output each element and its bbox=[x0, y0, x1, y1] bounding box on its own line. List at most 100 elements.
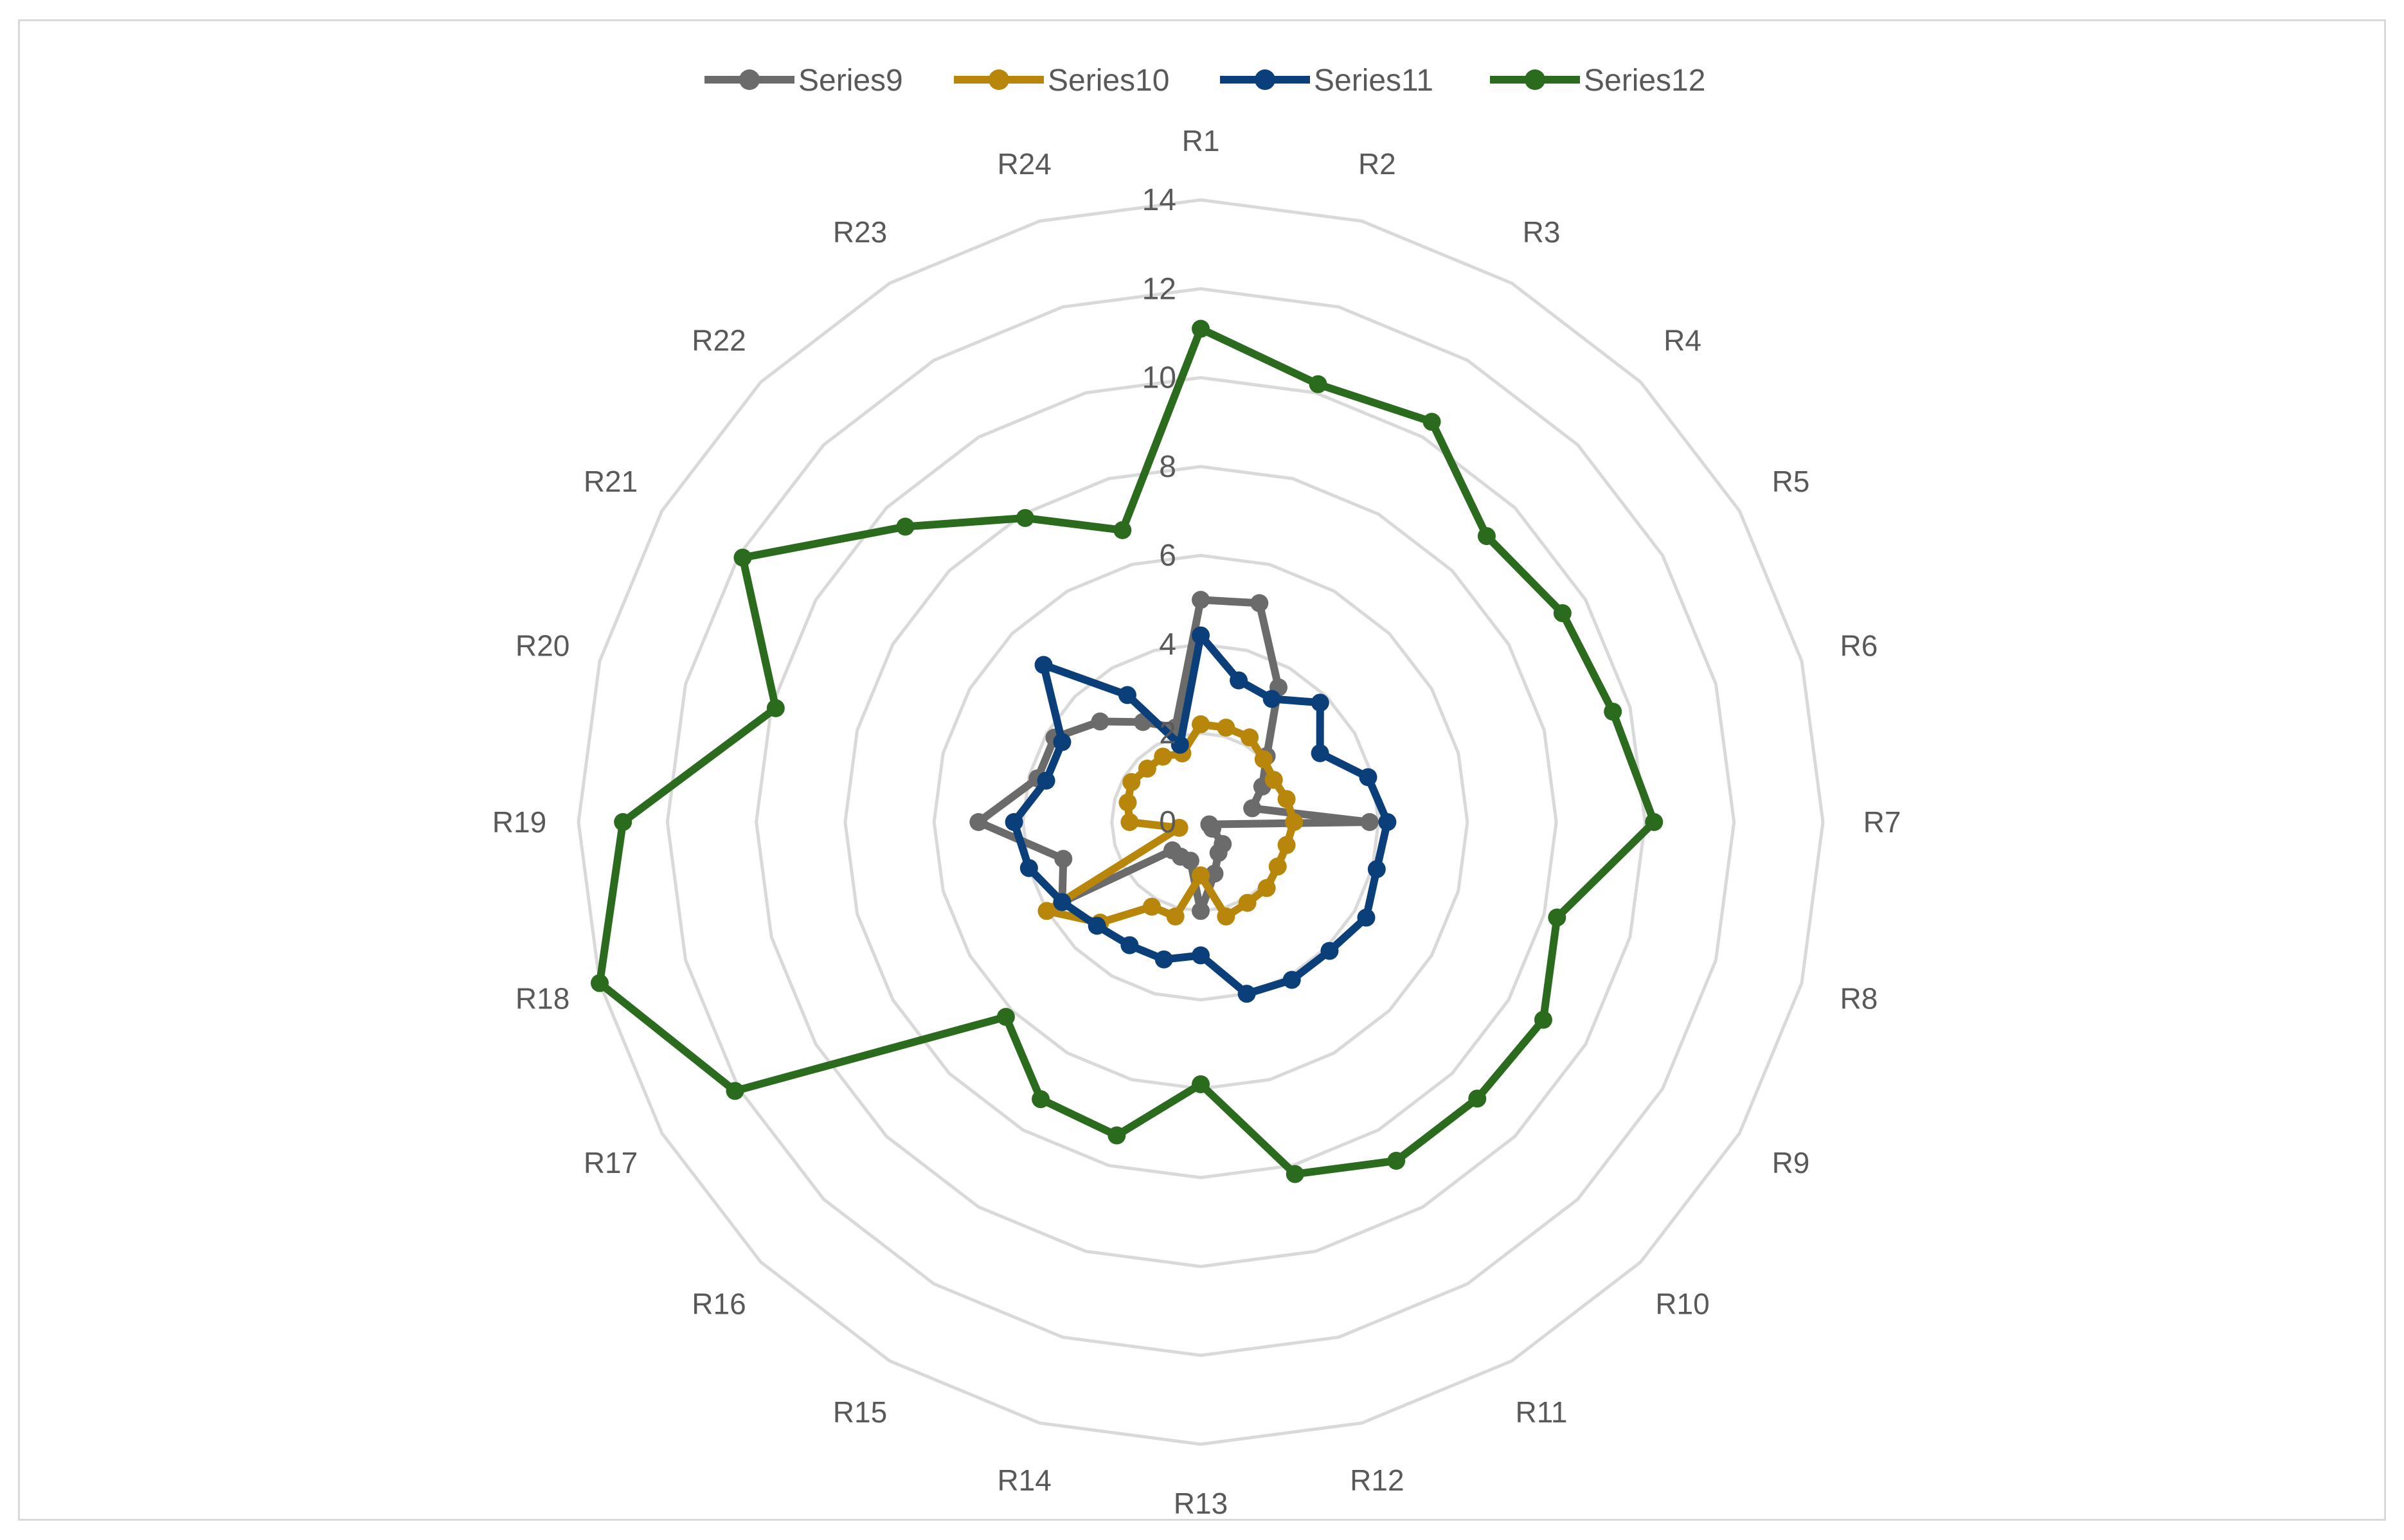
legend-label: Series12 bbox=[1584, 64, 1705, 98]
category-label: R2 bbox=[1358, 147, 1396, 181]
tick-label: 0 bbox=[1159, 805, 1176, 839]
data-point bbox=[1088, 917, 1106, 935]
data-point bbox=[1250, 594, 1269, 613]
data-point bbox=[1548, 908, 1566, 927]
data-point bbox=[1264, 771, 1283, 789]
chart-area bbox=[18, 19, 2386, 1521]
legend-marker bbox=[989, 69, 1009, 90]
legend: Series9 Series10 Series11 Series12 bbox=[704, 64, 1705, 98]
legend-marker bbox=[739, 69, 760, 90]
data-point bbox=[1034, 656, 1053, 674]
data-point bbox=[1037, 902, 1056, 920]
data-point bbox=[1553, 604, 1572, 623]
data-point bbox=[1285, 813, 1304, 831]
data-point bbox=[1192, 319, 1210, 338]
series-line bbox=[595, 325, 1658, 1178]
series-series11 bbox=[1005, 626, 1397, 1003]
category-label: R11 bbox=[1516, 1395, 1568, 1429]
data-point bbox=[1359, 768, 1377, 787]
data-point bbox=[1387, 1151, 1406, 1170]
data-point bbox=[1422, 413, 1441, 431]
category-label: R16 bbox=[692, 1287, 746, 1321]
data-point bbox=[726, 1082, 744, 1100]
category-label: R22 bbox=[692, 323, 746, 357]
category-label: R24 bbox=[997, 147, 1051, 181]
data-point bbox=[1243, 799, 1262, 818]
category-label: R13 bbox=[1174, 1487, 1228, 1520]
data-point bbox=[1163, 841, 1181, 860]
data-point bbox=[614, 813, 632, 831]
data-point bbox=[1166, 907, 1185, 926]
tick-label: 6 bbox=[1159, 539, 1176, 573]
data-point bbox=[1118, 686, 1136, 704]
legend-marker bbox=[1525, 69, 1545, 90]
data-point bbox=[1241, 728, 1259, 747]
data-point bbox=[1268, 857, 1287, 876]
data-point bbox=[1108, 1126, 1126, 1145]
data-point bbox=[1113, 521, 1132, 539]
category-label: R1 bbox=[1182, 124, 1220, 157]
data-point bbox=[1309, 375, 1327, 393]
data-point bbox=[1171, 735, 1189, 754]
data-point bbox=[1037, 771, 1055, 790]
data-point bbox=[1016, 508, 1034, 527]
data-point bbox=[1257, 879, 1276, 897]
data-point bbox=[1367, 860, 1386, 879]
data-point bbox=[1120, 936, 1139, 954]
data-point bbox=[1192, 902, 1210, 920]
category-label: R23 bbox=[833, 215, 887, 249]
series-series12 bbox=[590, 319, 1664, 1183]
data-point bbox=[1170, 818, 1189, 837]
category-label: R3 bbox=[1523, 215, 1561, 249]
data-point bbox=[1311, 744, 1329, 762]
legend-item: Series10 bbox=[954, 64, 1169, 98]
data-point bbox=[1238, 893, 1257, 912]
data-point bbox=[766, 699, 785, 717]
data-point bbox=[1286, 1165, 1304, 1183]
category-label: R20 bbox=[516, 629, 570, 663]
category-label: R21 bbox=[584, 465, 638, 498]
data-point bbox=[969, 813, 988, 831]
data-point bbox=[1217, 907, 1235, 926]
category-label: R10 bbox=[1655, 1287, 1709, 1321]
category-label: R18 bbox=[516, 981, 570, 1015]
data-point bbox=[896, 517, 915, 536]
series-group bbox=[590, 319, 1664, 1183]
data-point bbox=[1053, 733, 1072, 751]
data-point bbox=[1477, 527, 1496, 546]
legend-marker bbox=[1255, 69, 1275, 90]
data-point bbox=[1118, 793, 1137, 812]
grid-ring bbox=[843, 465, 1558, 1179]
data-point bbox=[590, 974, 609, 992]
category-label: R8 bbox=[1840, 981, 1878, 1015]
data-point bbox=[1277, 790, 1296, 809]
grid-ring bbox=[577, 198, 1825, 1446]
data-point bbox=[1604, 703, 1622, 721]
data-point bbox=[1357, 908, 1376, 927]
data-point bbox=[1262, 690, 1281, 708]
data-point bbox=[1053, 893, 1072, 911]
legend-label: Series9 bbox=[798, 64, 903, 98]
legend-label: Series10 bbox=[1048, 64, 1169, 98]
data-point bbox=[1277, 836, 1296, 854]
data-point bbox=[1217, 719, 1235, 737]
data-point bbox=[1192, 591, 1210, 609]
category-label: R7 bbox=[1863, 805, 1901, 839]
tick-label: 8 bbox=[1159, 450, 1176, 484]
data-point bbox=[1192, 1075, 1210, 1093]
data-point bbox=[1203, 819, 1221, 838]
data-point bbox=[1237, 985, 1256, 1003]
legend-item: Series12 bbox=[1490, 64, 1705, 98]
category-label: R19 bbox=[492, 805, 546, 839]
category-label: R17 bbox=[584, 1146, 638, 1179]
data-point bbox=[1378, 813, 1397, 831]
category-label: R5 bbox=[1772, 465, 1810, 498]
tick-label: 10 bbox=[1142, 361, 1176, 395]
category-label: R14 bbox=[997, 1464, 1051, 1497]
data-point bbox=[1192, 626, 1210, 645]
data-point bbox=[1032, 1090, 1050, 1109]
data-point bbox=[1019, 859, 1038, 877]
data-point bbox=[1468, 1089, 1487, 1108]
data-point bbox=[1091, 712, 1109, 731]
